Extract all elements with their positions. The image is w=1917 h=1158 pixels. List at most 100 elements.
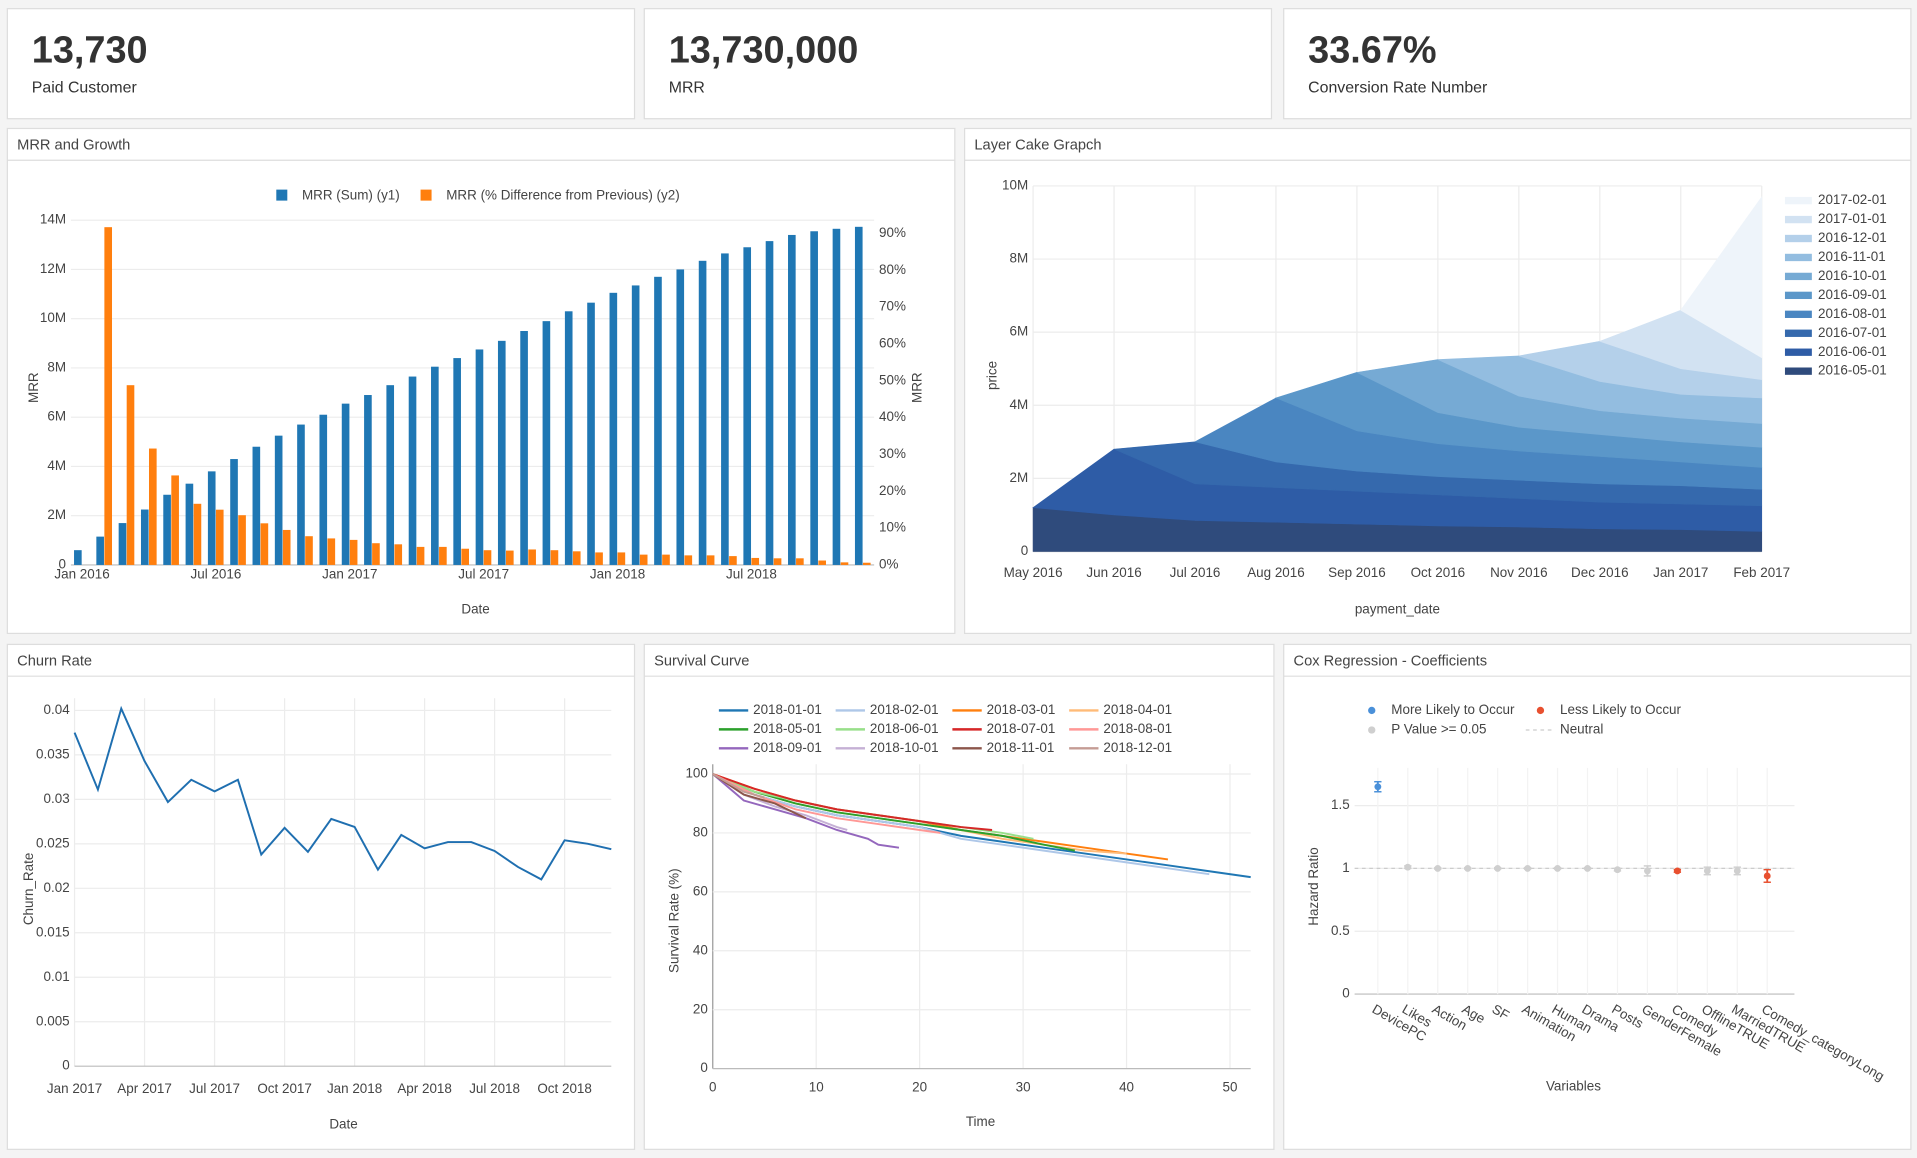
x-tick-label: Feb 2017 xyxy=(1733,565,1790,580)
bar xyxy=(386,385,395,565)
y2-tick-label: 50% xyxy=(879,372,906,387)
bar xyxy=(349,539,358,565)
kpi-value: 13,730,000 xyxy=(669,30,859,72)
y-tick-label: 0 xyxy=(700,1060,707,1075)
bar xyxy=(74,550,82,565)
bar xyxy=(238,515,246,565)
bar xyxy=(676,269,685,565)
y-tick-label: 0.015 xyxy=(36,924,70,939)
panel-title: MRR and Growth xyxy=(17,137,130,153)
legend-swatch xyxy=(1784,291,1812,300)
bar xyxy=(572,551,581,565)
y2-tick-label: 20% xyxy=(879,483,906,498)
bar xyxy=(854,226,863,565)
point xyxy=(1494,864,1502,872)
y-tick-label: 0 xyxy=(1342,986,1349,1001)
bar xyxy=(773,558,782,565)
point xyxy=(1464,864,1472,872)
x-tick-label: 30 xyxy=(1016,1080,1031,1095)
x-tick-label: Jan 2018 xyxy=(590,566,645,581)
bar xyxy=(297,424,305,565)
bar xyxy=(595,552,603,565)
kpi-label: MRR xyxy=(669,79,705,96)
legend-label: Less Likely to Occur xyxy=(1560,702,1682,717)
bar xyxy=(305,536,313,565)
y2-tick-label: 30% xyxy=(879,446,906,461)
x-tick-label: Jan 2016 xyxy=(54,566,109,581)
y-tick-label: 10M xyxy=(1002,177,1028,192)
legend-label: 2016-06-01 xyxy=(1818,344,1887,359)
y-axis-title: MRR xyxy=(26,372,41,403)
y-tick-label: 2M xyxy=(1010,470,1029,485)
legend-swatch xyxy=(1784,196,1812,205)
x-tick-label: May 2016 xyxy=(1004,565,1063,580)
legend-label: 2018-01-01 xyxy=(753,702,822,717)
legend-swatch xyxy=(1784,329,1812,337)
bar xyxy=(185,483,194,565)
x-axis-title: Variables xyxy=(1546,1079,1601,1094)
panel xyxy=(643,643,1275,1150)
y-tick-label: 4M xyxy=(47,458,66,473)
bar xyxy=(631,285,640,565)
legend-label: P Value >= 0.05 xyxy=(1391,722,1486,737)
y-tick-label: 0.01 xyxy=(44,969,70,984)
x-tick-label: Jan 2018 xyxy=(327,1081,382,1096)
x-tick-label: Nov 2016 xyxy=(1490,565,1548,580)
survival-line xyxy=(712,773,1210,876)
y2-axis-title: MRR xyxy=(910,372,925,403)
legend-label: 2018-12-01 xyxy=(1103,740,1172,755)
legend-marker xyxy=(1368,706,1376,715)
legend-swatch xyxy=(276,189,288,201)
x-tick-label: Jul 2016 xyxy=(191,566,242,581)
point xyxy=(1703,867,1711,875)
survival-line xyxy=(712,773,807,820)
bar xyxy=(654,276,662,565)
y-tick-label: 8M xyxy=(1010,251,1029,266)
bar xyxy=(364,395,372,565)
bar xyxy=(862,562,871,565)
y2-tick-label: 70% xyxy=(879,299,906,314)
x-tick-label: Oct 2017 xyxy=(257,1081,312,1096)
y-tick-label: 6M xyxy=(1010,324,1029,339)
bar xyxy=(796,558,804,565)
x-tick-label: Jul 2018 xyxy=(726,566,777,581)
bar xyxy=(282,529,291,565)
y-tick-label: 0 xyxy=(59,556,66,571)
legend-marker xyxy=(1536,706,1545,715)
legend-label: 2018-05-01 xyxy=(753,721,822,736)
bar xyxy=(215,509,224,565)
bar xyxy=(765,241,774,565)
x-axis-title: payment_date xyxy=(1355,602,1440,617)
bar xyxy=(497,340,506,565)
legend-swatch xyxy=(1784,348,1812,356)
bar xyxy=(341,403,350,565)
bar xyxy=(840,562,849,565)
x-tick-label: Jan 2017 xyxy=(322,566,377,581)
bar xyxy=(684,555,693,565)
y-tick-label: 12M xyxy=(40,261,66,276)
bar xyxy=(439,546,447,565)
point xyxy=(1614,866,1621,874)
bar xyxy=(788,234,796,565)
x-tick-label: Jul 2016 xyxy=(1170,565,1221,580)
bar xyxy=(617,552,626,565)
bar xyxy=(149,448,157,565)
legend-swatch xyxy=(1784,272,1812,281)
y2-tick-label: 10% xyxy=(879,520,906,535)
x-tick-label: Sep 2016 xyxy=(1328,565,1386,580)
point xyxy=(1673,867,1681,875)
panel-title: Layer Cake Grapch xyxy=(974,137,1101,153)
y-tick-label: 1 xyxy=(1342,860,1349,875)
y-tick-label: 20 xyxy=(693,1001,708,1016)
area-layer xyxy=(1680,195,1763,359)
y-tick-label: 6M xyxy=(47,409,66,424)
bar xyxy=(252,446,261,565)
bar xyxy=(319,414,328,565)
x-axis-title: Date xyxy=(461,602,489,617)
bar xyxy=(163,494,171,565)
bar xyxy=(416,546,425,565)
point xyxy=(1763,872,1771,880)
legend-label: Neutral xyxy=(1560,722,1603,737)
